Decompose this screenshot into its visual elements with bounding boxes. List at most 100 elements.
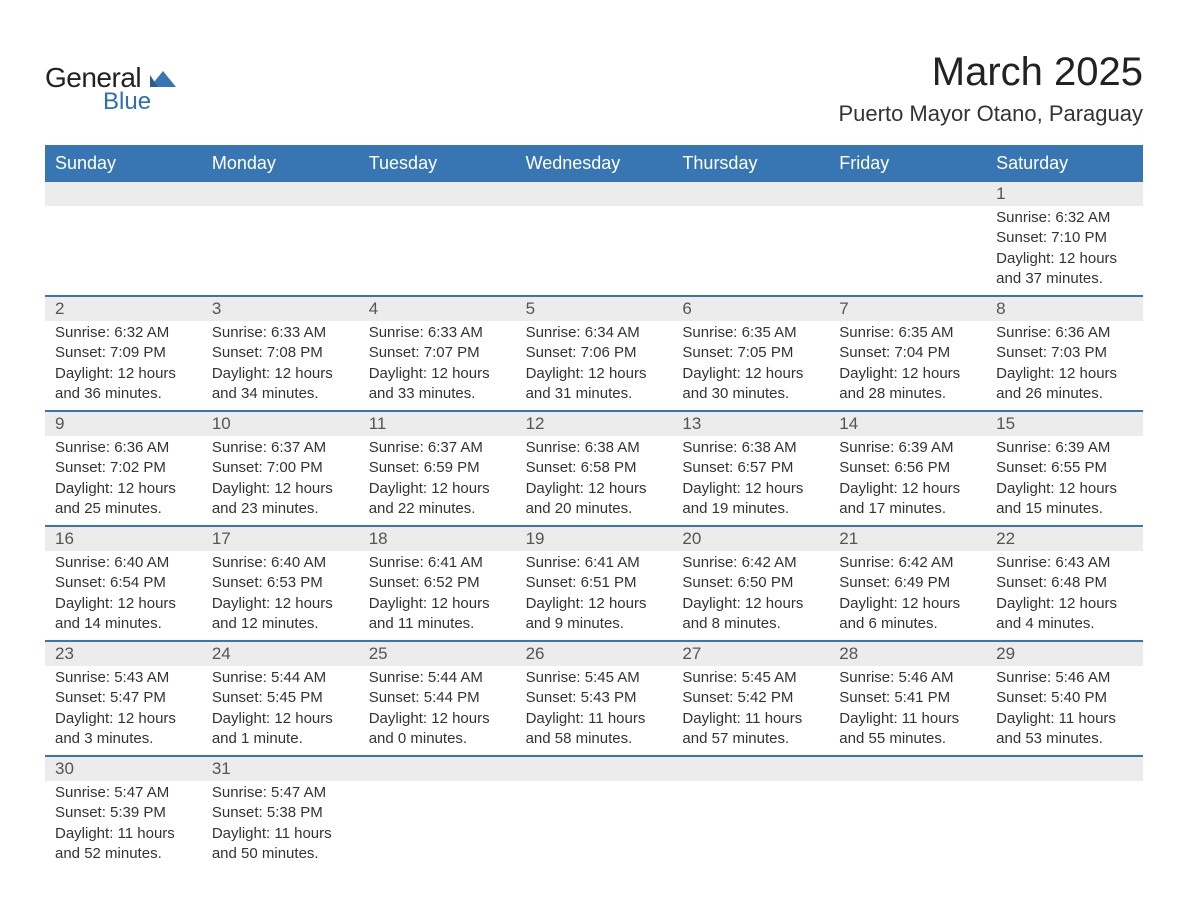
day-line: Daylight: 12 hours <box>55 594 192 614</box>
day-cell: Sunrise: 6:32 AMSunset: 7:10 PMDaylight:… <box>986 206 1143 295</box>
day-number <box>45 182 202 206</box>
day-line: Sunset: 5:40 PM <box>996 688 1133 708</box>
day-number: 31 <box>202 757 359 781</box>
calendar-daynum-row: 1 <box>45 182 1143 206</box>
day-line: Sunset: 7:02 PM <box>55 458 192 478</box>
day-line: Daylight: 12 hours <box>369 479 506 499</box>
day-cell: Sunrise: 6:33 AMSunset: 7:08 PMDaylight:… <box>202 321 359 410</box>
day-line: Sunrise: 6:40 AM <box>212 553 349 573</box>
day-line <box>212 228 349 248</box>
day-line <box>996 783 1133 803</box>
day-line: Sunrise: 6:32 AM <box>996 208 1133 228</box>
day-line <box>55 269 192 289</box>
day-cell: Sunrise: 6:41 AMSunset: 6:51 PMDaylight:… <box>516 551 673 640</box>
day-line: Sunrise: 6:36 AM <box>996 323 1133 343</box>
day-number: 28 <box>829 642 986 666</box>
day-line <box>996 844 1133 864</box>
day-line <box>839 269 976 289</box>
day-line: Sunrise: 6:41 AM <box>526 553 663 573</box>
day-line: Sunrise: 6:41 AM <box>369 553 506 573</box>
day-number: 25 <box>359 642 516 666</box>
day-line <box>55 249 192 269</box>
day-number <box>672 757 829 781</box>
day-number: 1 <box>986 182 1143 206</box>
day-cell: Sunrise: 5:47 AMSunset: 5:38 PMDaylight:… <box>202 781 359 870</box>
day-line: Sunset: 5:38 PM <box>212 803 349 823</box>
day-line: and 28 minutes. <box>839 384 976 404</box>
calendar-body: 1 Sunrise: 6:32 AMSunset: 7:10 PMDayligh… <box>45 182 1143 870</box>
brand-logo: General Blue <box>45 50 176 116</box>
day-line: Daylight: 12 hours <box>369 364 506 384</box>
day-cell: Sunrise: 6:39 AMSunset: 6:56 PMDaylight:… <box>829 436 986 525</box>
day-line: and 26 minutes. <box>996 384 1133 404</box>
day-line: and 1 minute. <box>212 729 349 749</box>
day-line: and 6 minutes. <box>839 614 976 634</box>
day-line: and 12 minutes. <box>212 614 349 634</box>
day-line: Sunset: 7:10 PM <box>996 228 1133 248</box>
day-line: Sunrise: 6:37 AM <box>369 438 506 458</box>
day-line: Sunset: 5:41 PM <box>839 688 976 708</box>
day-line: Sunset: 6:49 PM <box>839 573 976 593</box>
day-line: Sunrise: 6:38 AM <box>682 438 819 458</box>
day-line: Sunset: 5:44 PM <box>369 688 506 708</box>
day-number: 15 <box>986 412 1143 436</box>
day-line: Daylight: 12 hours <box>996 594 1133 614</box>
day-number <box>672 182 829 206</box>
day-cell: Sunrise: 6:38 AMSunset: 6:58 PMDaylight:… <box>516 436 673 525</box>
day-line: Sunset: 7:04 PM <box>839 343 976 363</box>
day-line: Sunset: 6:53 PM <box>212 573 349 593</box>
day-line <box>682 783 819 803</box>
day-number: 9 <box>45 412 202 436</box>
day-line: Sunset: 6:58 PM <box>526 458 663 478</box>
day-cell: Sunrise: 6:35 AMSunset: 7:04 PMDaylight:… <box>829 321 986 410</box>
calendar-daynum-row: 3031 <box>45 757 1143 781</box>
day-line <box>369 844 506 864</box>
day-line: Sunrise: 5:44 AM <box>369 668 506 688</box>
day-number: 8 <box>986 297 1143 321</box>
day-line <box>369 249 506 269</box>
day-line: Sunset: 5:43 PM <box>526 688 663 708</box>
day-cell: Sunrise: 6:40 AMSunset: 6:54 PMDaylight:… <box>45 551 202 640</box>
day-line: Sunset: 6:50 PM <box>682 573 819 593</box>
day-line: Daylight: 12 hours <box>55 709 192 729</box>
day-number: 21 <box>829 527 986 551</box>
day-line: Daylight: 11 hours <box>212 824 349 844</box>
day-line: Daylight: 12 hours <box>839 479 976 499</box>
col-saturday: Saturday <box>986 145 1143 182</box>
day-cell <box>829 781 986 870</box>
day-line: Sunset: 7:05 PM <box>682 343 819 363</box>
day-line: and 34 minutes. <box>212 384 349 404</box>
day-line: Sunrise: 6:32 AM <box>55 323 192 343</box>
day-line: Daylight: 12 hours <box>369 594 506 614</box>
day-line: and 25 minutes. <box>55 499 192 519</box>
day-line: Sunset: 6:56 PM <box>839 458 976 478</box>
day-line: Daylight: 11 hours <box>55 824 192 844</box>
day-line: Daylight: 11 hours <box>526 709 663 729</box>
title-block: March 2025 Puerto Mayor Otano, Paraguay <box>839 50 1144 137</box>
day-line: Daylight: 12 hours <box>55 479 192 499</box>
day-cell <box>359 206 516 295</box>
day-line <box>682 228 819 248</box>
day-cell <box>359 781 516 870</box>
day-cell: Sunrise: 5:45 AMSunset: 5:42 PMDaylight:… <box>672 666 829 755</box>
day-line: Daylight: 11 hours <box>682 709 819 729</box>
day-line <box>996 824 1133 844</box>
day-line: Sunset: 5:45 PM <box>212 688 349 708</box>
day-line: Sunset: 7:00 PM <box>212 458 349 478</box>
day-line: Daylight: 12 hours <box>996 249 1133 269</box>
day-line: Sunset: 5:47 PM <box>55 688 192 708</box>
day-cell: Sunrise: 6:43 AMSunset: 6:48 PMDaylight:… <box>986 551 1143 640</box>
day-cell: Sunrise: 5:44 AMSunset: 5:44 PMDaylight:… <box>359 666 516 755</box>
day-line <box>839 783 976 803</box>
day-line: Daylight: 12 hours <box>212 594 349 614</box>
calendar-daybody-row: Sunrise: 6:32 AMSunset: 7:09 PMDaylight:… <box>45 321 1143 410</box>
calendar-daybody-row: Sunrise: 6:40 AMSunset: 6:54 PMDaylight:… <box>45 551 1143 640</box>
day-line: Sunrise: 5:47 AM <box>55 783 192 803</box>
day-line: Sunrise: 6:42 AM <box>682 553 819 573</box>
day-line: Sunset: 5:42 PM <box>682 688 819 708</box>
day-line <box>526 824 663 844</box>
day-number: 29 <box>986 642 1143 666</box>
day-line: Daylight: 12 hours <box>682 479 819 499</box>
day-cell <box>516 781 673 870</box>
day-line <box>526 803 663 823</box>
